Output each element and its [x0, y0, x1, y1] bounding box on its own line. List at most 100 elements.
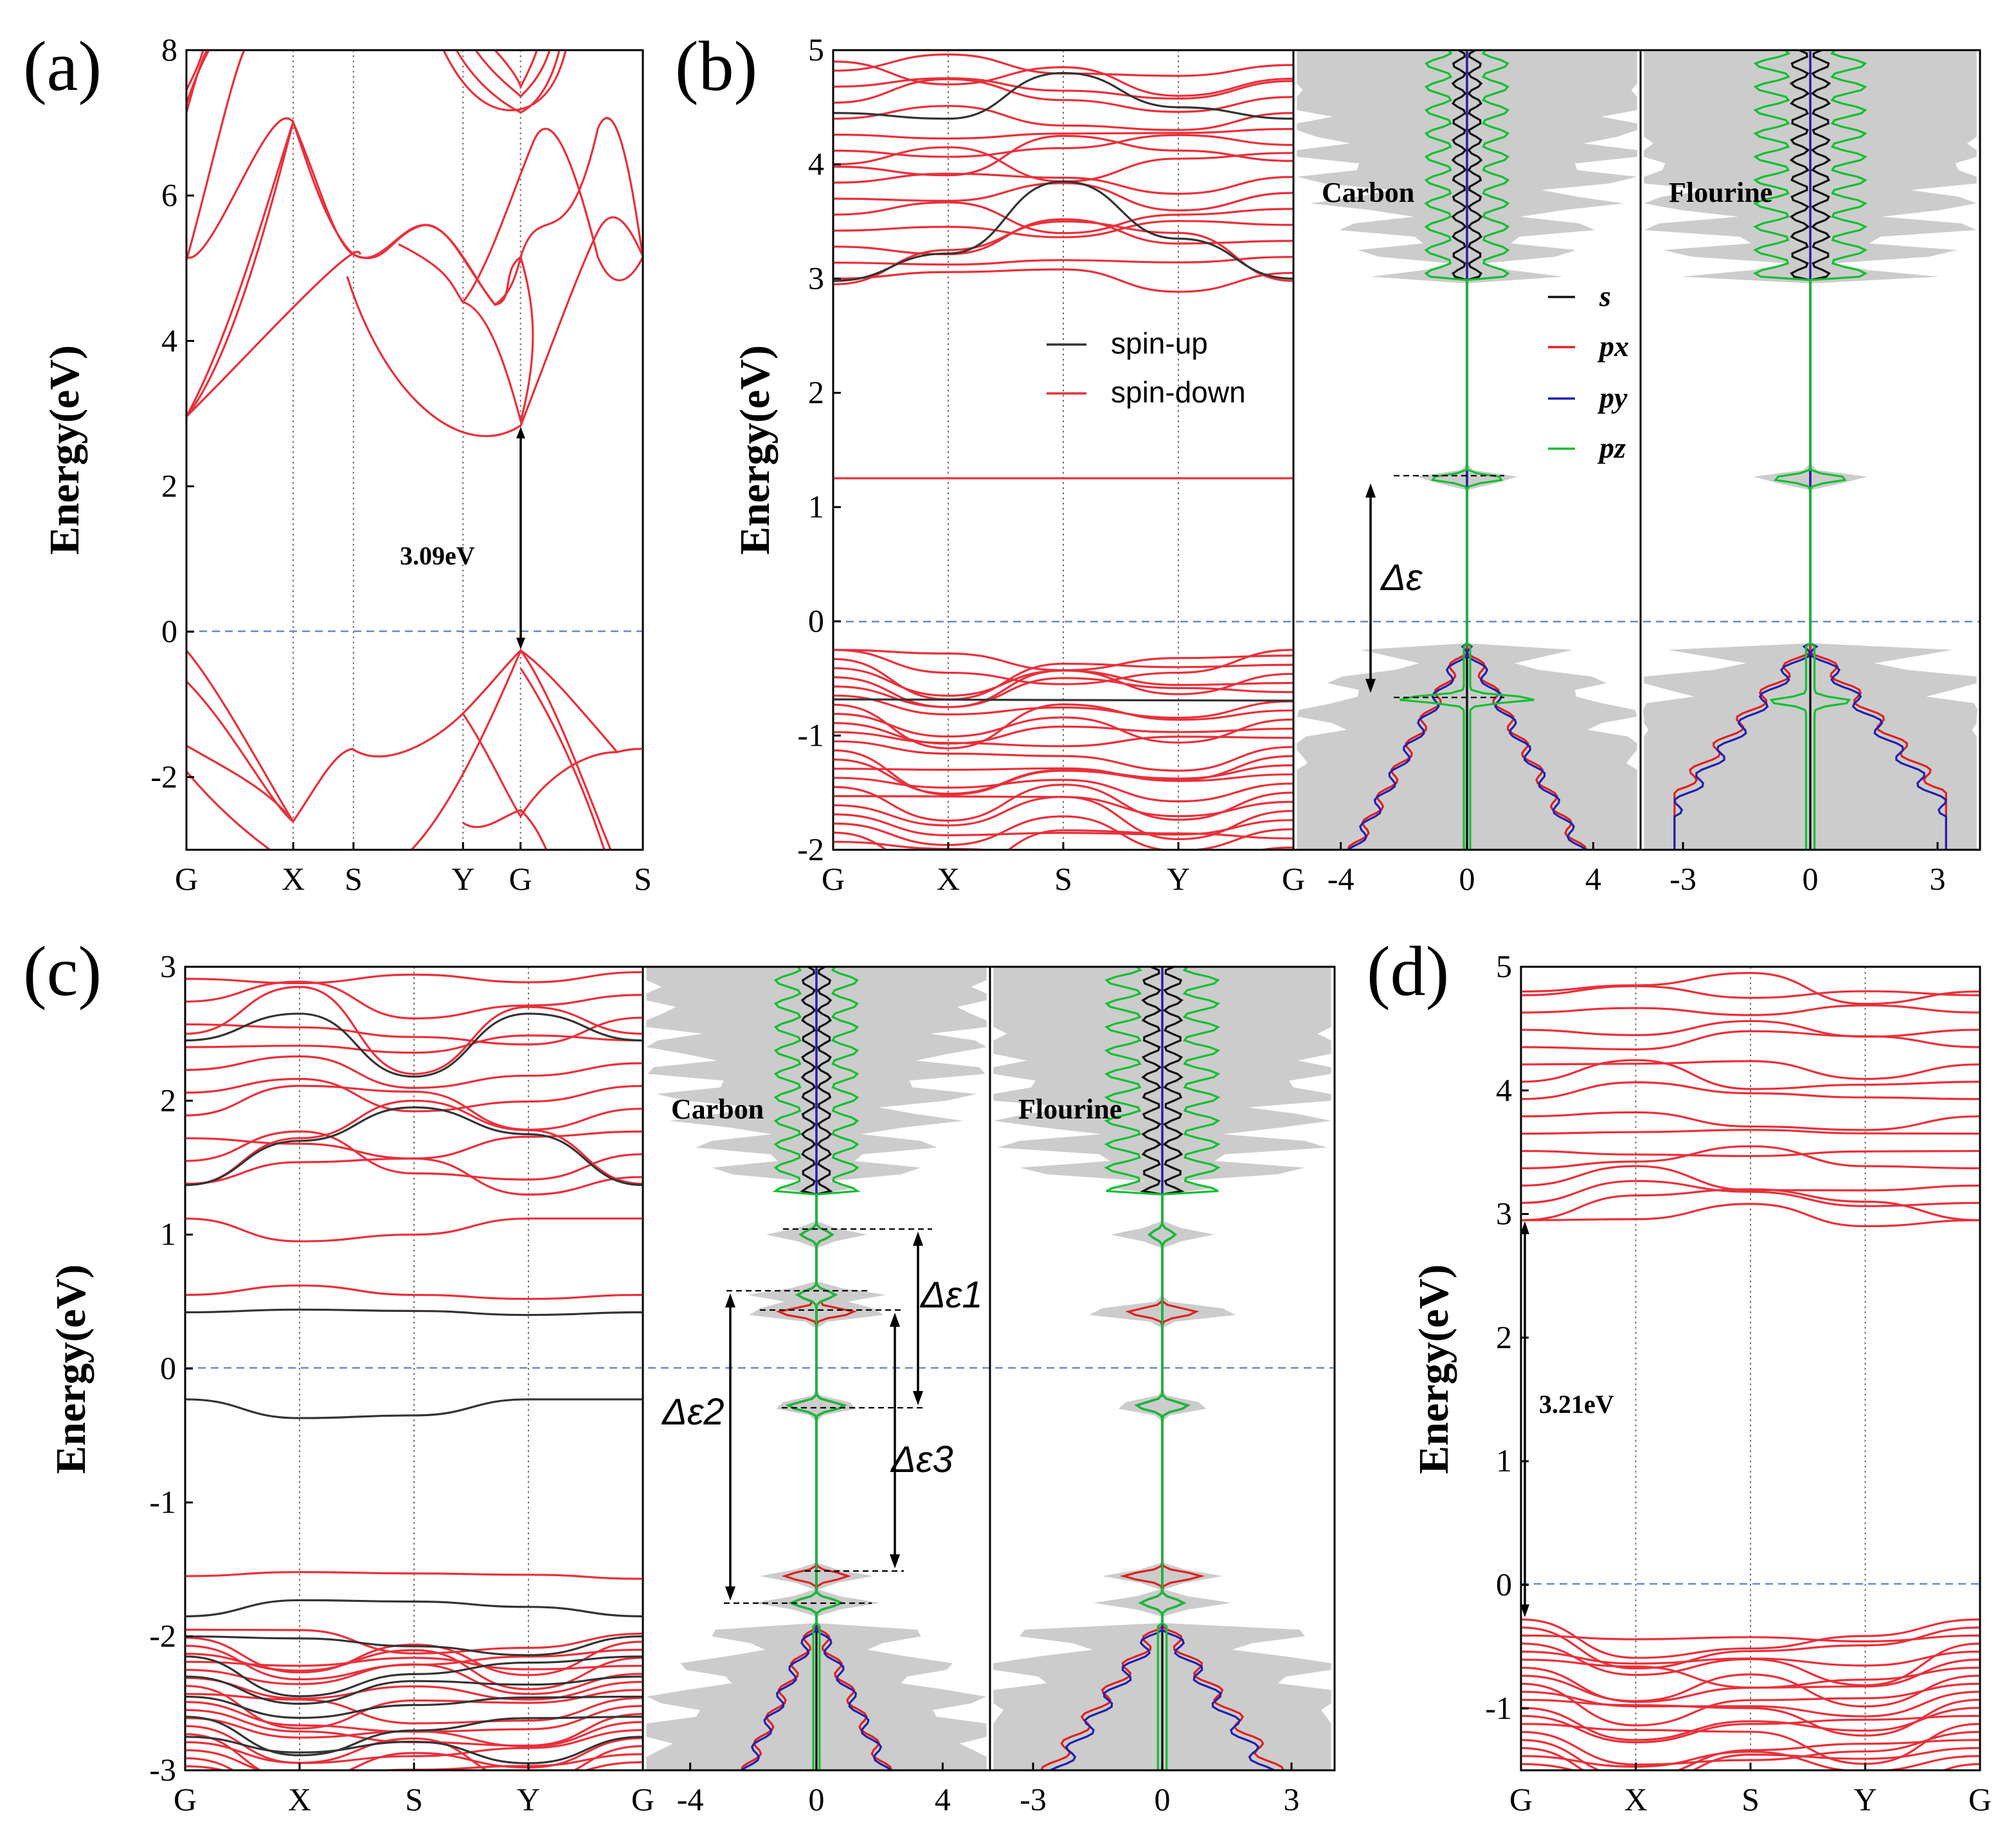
panel-d-band-structure: 3.21eV -1 0 1 2 3 4 5 G X S Y G — [1485, 948, 1992, 1817]
c-cond-band-3 — [185, 1084, 643, 1131]
c-val-band-12 — [185, 1725, 643, 1765]
c-val-up-band-1 — [185, 1655, 643, 1698]
c-ytick-label: -1 — [149, 1484, 176, 1520]
b-val-band-5 — [833, 694, 1293, 719]
d-cond-band-6 — [1521, 1111, 1980, 1131]
c-fluorine-total-dos-fill — [993, 967, 1331, 1770]
b-ytick-label: 0 — [808, 603, 824, 639]
b-val-band-14 — [833, 777, 1293, 803]
b-fluorine-xtick-label: -3 — [1670, 861, 1697, 897]
b-cond-band-3 — [833, 220, 1293, 238]
c-ytick-label: 0 — [160, 1350, 176, 1386]
d-val-band-11 — [1521, 1707, 1980, 1741]
band-a-11 — [442, 50, 567, 111]
c-val-up-band-5 — [185, 1736, 643, 1765]
c-fluorine-xtick-label: 0 — [1155, 1781, 1171, 1817]
b-val-band-20 — [833, 829, 1293, 850]
b-cond-band-5 — [833, 182, 1293, 211]
band-a-12 — [455, 50, 561, 114]
legend-label-spin-up: spin-up — [1111, 327, 1208, 360]
b-fluorine-xtick-label: 3 — [1930, 861, 1946, 897]
c-val-up-band-2 — [185, 1675, 643, 1705]
c-val-band-13 — [185, 1733, 643, 1770]
b-val-band-8 — [833, 722, 1293, 745]
d-cond-band-5 — [1521, 1129, 1980, 1135]
b-ytick-label: -2 — [797, 831, 824, 867]
pdos-legend-pz: pz — [1597, 431, 1626, 464]
c-cond-band-2 — [185, 1130, 643, 1160]
d-val-band-6 — [1521, 1666, 1980, 1703]
pdos-legend-px: px — [1597, 330, 1629, 363]
c-up-band-0 — [185, 1106, 643, 1187]
b-val-band-15 — [833, 784, 1293, 822]
d-ytick-label: -1 — [1485, 1690, 1512, 1726]
b-carbon-xtick-label: 0 — [1459, 861, 1475, 897]
b-cond-band-1 — [833, 256, 1293, 266]
d-val-band-2 — [1521, 1634, 1980, 1643]
pdos-b-fluorine: -3 0 3 Flourine — [1639, 49, 1981, 897]
c-defect-up-band-1 — [185, 1398, 643, 1419]
a-xtick-label: S — [345, 861, 363, 897]
d-cond-band-3 — [1521, 1145, 1980, 1170]
d-cond-band-0 — [1521, 1203, 1980, 1228]
c-val-band-4 — [185, 1657, 643, 1671]
b-cond-band-16 — [833, 60, 1293, 97]
b-ytick-label: 2 — [808, 374, 824, 410]
c-val-band-6 — [185, 1676, 643, 1701]
b-xtick-label: S — [1054, 861, 1072, 897]
d-ytick-label: 2 — [1496, 1319, 1512, 1355]
c-val-band-0 — [185, 1628, 643, 1655]
b-val-band-13 — [833, 767, 1293, 782]
b-carbon-total-dos-fill — [1297, 50, 1637, 850]
c-carbon-orbital-pz — [772, 966, 818, 1770]
band-a-4 — [186, 116, 643, 306]
a-xtick-label: Y — [451, 861, 474, 897]
c-defect-up-band-2 — [185, 1599, 643, 1618]
c-up-band-1 — [185, 1012, 643, 1078]
d-cond-band-15 — [1521, 972, 1980, 1005]
c-val-band-14 — [185, 1737, 643, 1770]
c-defect-down-band-0 — [185, 1217, 643, 1243]
c-val-band-5 — [185, 1663, 643, 1695]
y-axis-label-b: Energy(eV) — [732, 345, 779, 555]
band-a-3 — [186, 50, 246, 261]
d-val-band-7 — [1521, 1673, 1980, 1708]
a-ytick-label: -2 — [150, 759, 177, 795]
b-carbon-atom-label: Carbon — [1322, 177, 1414, 208]
c-val-band-3 — [185, 1649, 643, 1691]
a-ytick-label: 8 — [161, 31, 177, 67]
delta-label-b: Δε — [1380, 557, 1423, 598]
c-cond-band-4 — [185, 1077, 643, 1113]
band-a-13 — [474, 50, 551, 98]
band-a-5 — [186, 251, 361, 418]
d-xtick-label: G — [1968, 1781, 1992, 1817]
c-carbon-xtick-label: 4 — [935, 1781, 951, 1817]
d-val-band-14 — [1521, 1730, 1980, 1766]
d-cond-band-4 — [1521, 1149, 1980, 1158]
y-axis-label-c: Energy(eV) — [48, 1264, 94, 1474]
c-xtick-label: Y — [517, 1781, 540, 1817]
c-ytick-label: 1 — [160, 1216, 176, 1252]
c-cond-band-5 — [185, 1055, 643, 1090]
c-xtick-label: G — [174, 1781, 197, 1817]
b-xtick-label: X — [937, 861, 960, 897]
b-ytick-label: 1 — [808, 489, 824, 525]
c-cond-band-9 — [185, 971, 643, 984]
d-val-band-13 — [1521, 1723, 1980, 1765]
c-cond-band-6 — [185, 1034, 643, 1054]
b-val-band-4 — [833, 677, 1293, 708]
d-cond-band-7 — [1521, 1081, 1980, 1100]
c-fluorine-xtick-label: -3 — [1020, 1781, 1047, 1817]
c-fluorine-xtick-label: 3 — [1284, 1781, 1300, 1817]
c-ytick-label: 2 — [160, 1082, 176, 1118]
b-cond-band-8 — [833, 134, 1293, 158]
b-ytick-label: 5 — [808, 31, 824, 67]
d-val-band-4 — [1521, 1650, 1980, 1667]
pdos-legend-py: py — [1597, 381, 1628, 414]
d-val-band-9 — [1521, 1691, 1980, 1718]
a-xtick-label: G — [509, 861, 532, 897]
b-xtick-label: G — [822, 861, 845, 897]
d-cond-band-10 — [1521, 1030, 1980, 1051]
pdos-legend-b: s px py pz — [1548, 280, 1629, 464]
c-cond-band-7 — [185, 1016, 643, 1046]
